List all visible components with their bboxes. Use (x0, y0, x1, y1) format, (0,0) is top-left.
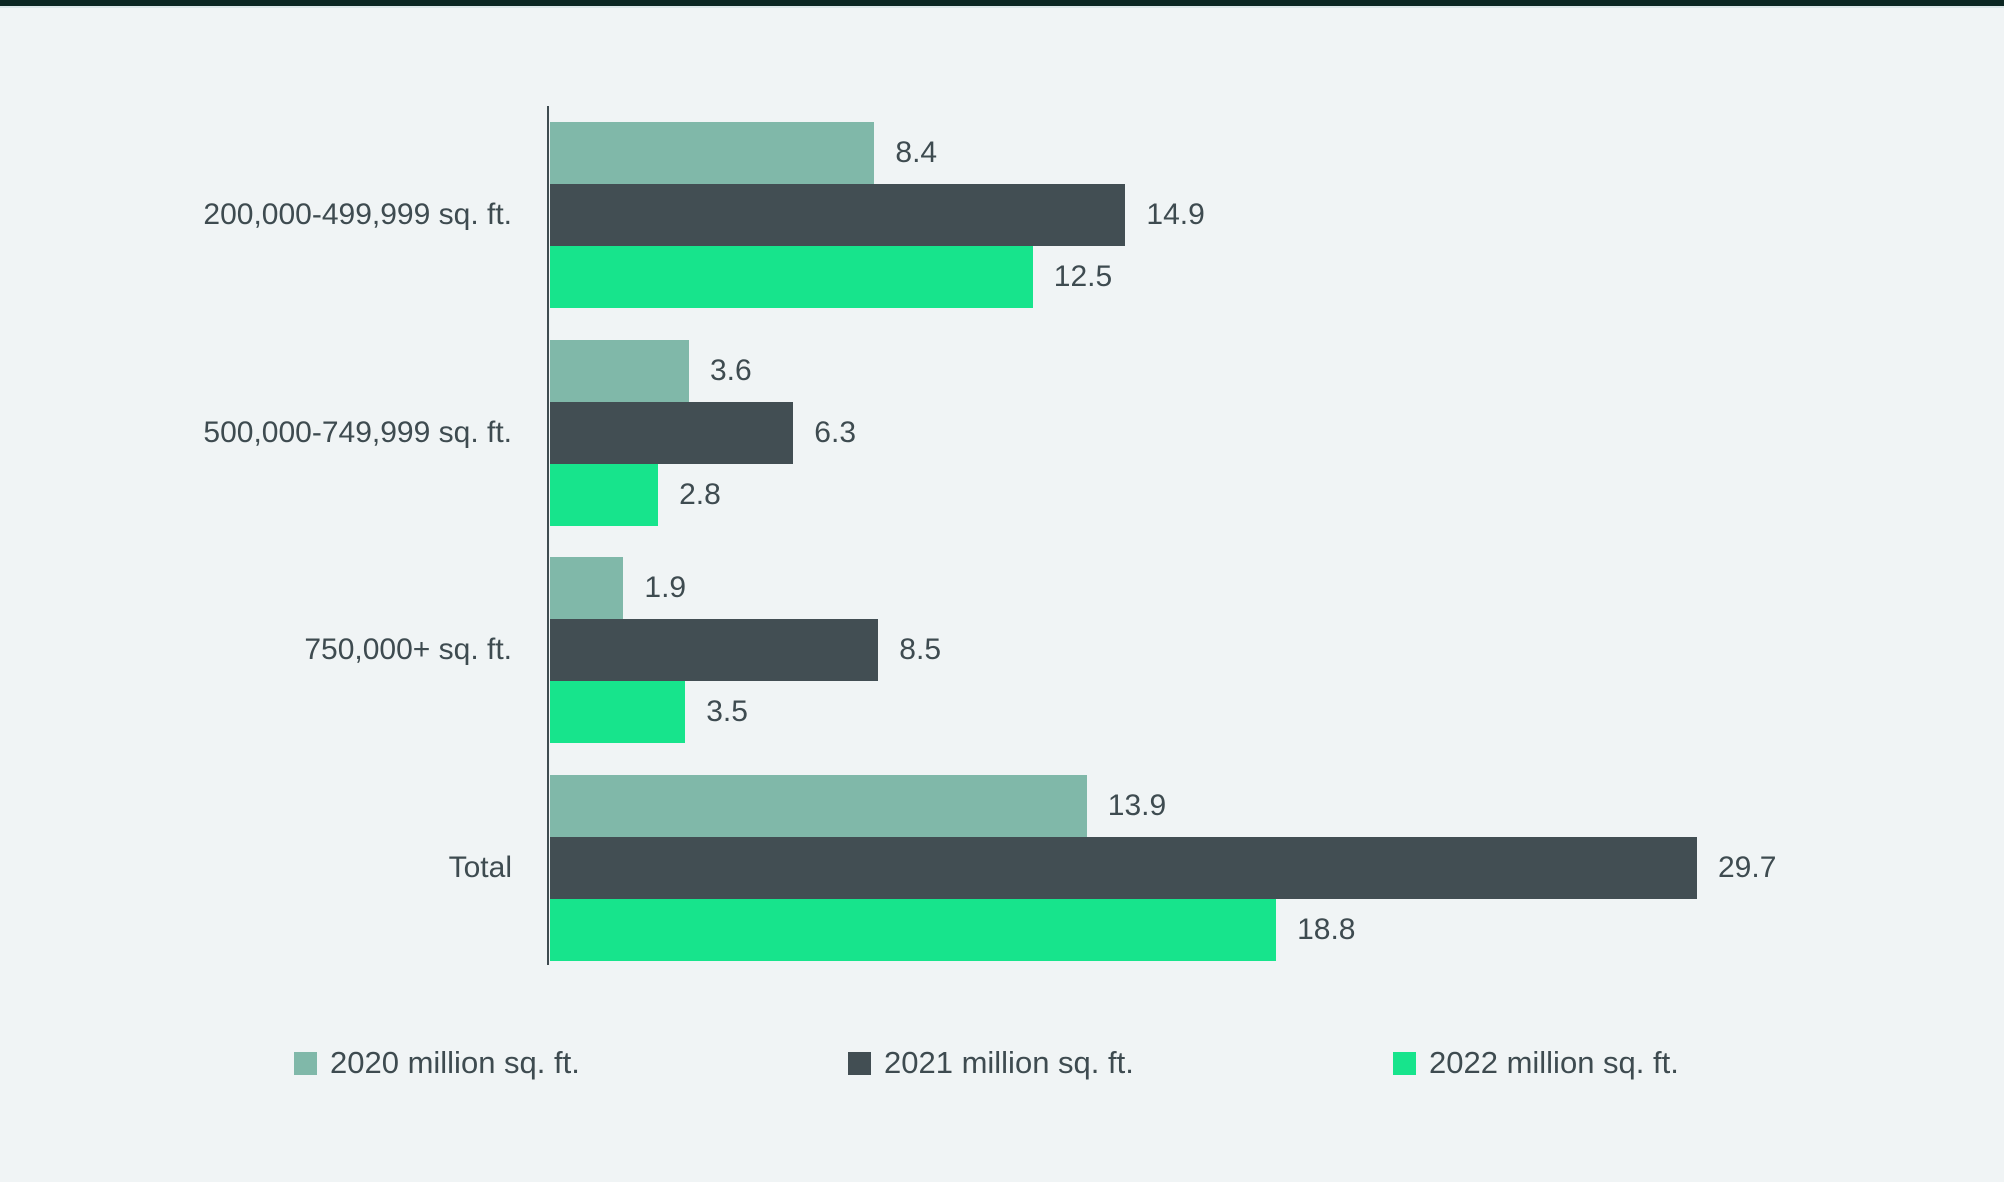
bar-group: 200,000-499,999 sq. ft. 8.4 14.9 12.5 (0, 122, 2004, 308)
bar-group: 750,000+ sq. ft. 1.9 8.5 3.5 (0, 557, 2004, 744)
value-label: 18.8 (1297, 913, 1356, 947)
bar-row: 18.8 (550, 899, 1356, 962)
value-label: 14.9 (1146, 198, 1205, 231)
category-label: Total (448, 851, 512, 885)
category-label: 750,000+ sq. ft. (304, 633, 512, 667)
value-label: 8.4 (895, 136, 938, 169)
value-label: 3.6 (710, 353, 752, 387)
y-axis-line (547, 106, 549, 965)
bar-row: 3.5 (550, 681, 748, 744)
legend-swatch-icon (1393, 1051, 1416, 1075)
bar-2021-0 (550, 184, 1126, 246)
bar-2021-1 (550, 401, 794, 464)
value-label: 8.5 (899, 633, 942, 667)
value-label: 29.7 (1718, 851, 1777, 885)
bar-2021-3 (550, 837, 1697, 900)
bar-2020-3 (550, 775, 1087, 838)
bar-row: 12.5 (550, 246, 1112, 308)
legend-label: 2022 million sq. ft. (1429, 1045, 1679, 1080)
category-label: 200,000-499,999 sq. ft. (203, 198, 512, 231)
bar-row: 8.5 (550, 619, 942, 682)
value-label: 12.5 (1053, 260, 1113, 293)
legend-swatch-icon (294, 1051, 317, 1075)
value-label: 6.3 (814, 415, 857, 449)
bar-row: 1.9 (550, 557, 687, 620)
value-label: 13.9 (1107, 789, 1167, 823)
bar-2022-3 (550, 899, 1277, 962)
bar-groups: 200,000-499,999 sq. ft. 8.4 14.9 12.5 500,00… (0, 122, 2004, 993)
bar-group: Total 13.9 29.7 18.8 (0, 775, 2004, 962)
bar-group: 500,000-749,999 sq. ft. 3.6 6.3 2.8 (0, 339, 2004, 526)
bar-row: 2.8 (550, 463, 721, 526)
bar-2020-2 (550, 557, 624, 620)
legend-swatch-icon (848, 1051, 871, 1075)
bar-2020-0 (550, 122, 875, 184)
bar-2022-2 (550, 681, 686, 744)
value-label: 3.5 (706, 695, 748, 729)
bar-2021-2 (550, 619, 879, 682)
bar-row: 3.6 (550, 339, 752, 402)
legend-label: 2021 million sq. ft. (884, 1045, 1134, 1080)
bar-2022-0 (550, 246, 1033, 308)
legend-item-2020: 2020 million sq. ft. (294, 1045, 580, 1081)
legend-item-2021: 2021 million sq. ft. (848, 1045, 1134, 1081)
legend-label: 2020 million sq. ft. (330, 1045, 580, 1080)
bar-row: 14.9 (550, 184, 1205, 246)
bar-row: 29.7 (550, 837, 1777, 900)
legend-item-2022: 2022 million sq. ft. (1393, 1045, 1679, 1081)
legend: 2020 million sq. ft. 2021 million sq. ft.… (0, 1045, 2004, 1085)
bar-row: 13.9 (550, 775, 1167, 838)
bar-2022-1 (550, 463, 659, 526)
category-label: 500,000-749,999 sq. ft. (203, 415, 512, 449)
bar-row: 6.3 (550, 401, 857, 464)
bar-row: 8.4 (550, 122, 937, 184)
value-label: 1.9 (644, 571, 687, 605)
top-accent-bar (0, 0, 2004, 8)
bar-2020-1 (550, 339, 689, 402)
value-label: 2.8 (679, 477, 721, 511)
